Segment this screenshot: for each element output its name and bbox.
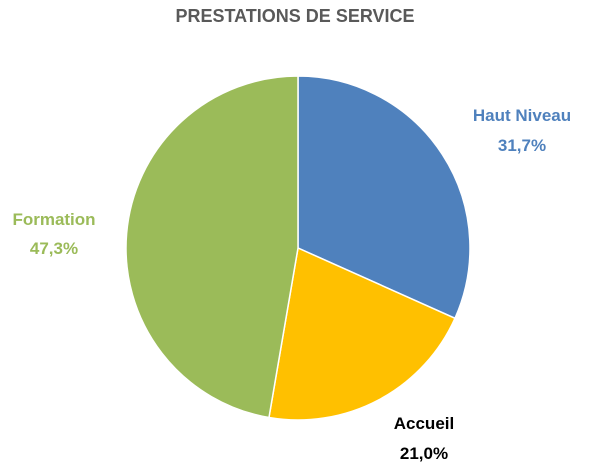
chart-title: PRESTATIONS DE SERVICE	[175, 6, 414, 26]
slice-value-haut-niveau: 31,7%	[498, 136, 546, 155]
slice-accueil	[268, 246, 456, 421]
slice-label-haut-niveau: Haut Niveau	[473, 106, 571, 125]
slice-value-accueil: 21,0%	[400, 444, 448, 463]
slice-label-accueil: Accueil	[394, 414, 454, 433]
slice-value-formation: 47,3%	[30, 239, 78, 258]
pie-slices	[125, 75, 471, 421]
slice-formation	[125, 75, 299, 419]
slice-label-formation: Formation	[12, 210, 95, 229]
pie-labels: Haut Niveau 31,7% Accueil 21,0% Formation 47,…	[12, 106, 571, 463]
slice-haut-niveau	[297, 75, 471, 320]
